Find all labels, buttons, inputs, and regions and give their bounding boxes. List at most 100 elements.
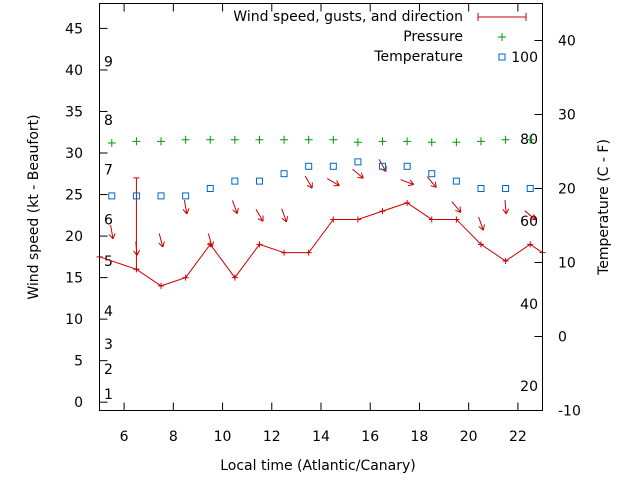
temperature-point bbox=[255, 177, 263, 185]
wind-direction-arrow bbox=[426, 176, 437, 188]
wind-speed-point bbox=[231, 274, 238, 281]
pressure-point bbox=[157, 137, 166, 146]
wind-speed-point bbox=[354, 216, 361, 223]
y-left-tick-label: 0 bbox=[74, 395, 83, 411]
legend: Wind speed, gusts, and direction Pressur… bbox=[233, 9, 527, 65]
temperature-point bbox=[329, 162, 337, 170]
wind-direction-arrow bbox=[108, 224, 116, 240]
x-axis-label: Local time (Atlantic/Canary) bbox=[220, 458, 416, 474]
pressure-point bbox=[501, 135, 510, 144]
fahrenheit-label: 100 bbox=[511, 50, 538, 66]
pressure-point bbox=[304, 135, 313, 144]
wind-direction-arrow bbox=[304, 175, 313, 189]
beaufort-label: 7 bbox=[104, 163, 113, 179]
temperature-point bbox=[526, 185, 534, 192]
wind-direction-arrow bbox=[502, 199, 510, 215]
wind-speed-point bbox=[477, 241, 484, 248]
pressure-point bbox=[206, 135, 215, 144]
wind-speed-point bbox=[182, 274, 189, 281]
wind-speed-point bbox=[281, 249, 288, 256]
pressure-point bbox=[280, 135, 289, 144]
beaufort-label: 2 bbox=[104, 362, 113, 378]
wind-speed-point bbox=[207, 241, 214, 248]
temperature-point bbox=[231, 177, 239, 185]
wind-speed-point bbox=[379, 208, 386, 215]
temperature-point bbox=[428, 170, 436, 178]
legend-key-wind bbox=[477, 13, 527, 21]
wind-speed-point bbox=[453, 216, 460, 223]
pressure-point bbox=[353, 138, 362, 147]
x-tick-label: 8 bbox=[169, 429, 178, 445]
beaufort-label: 3 bbox=[104, 337, 113, 353]
wind-speed-point bbox=[428, 216, 435, 223]
y-right-tick-label: -10 bbox=[558, 404, 581, 420]
wind-direction-arrow bbox=[478, 216, 485, 231]
pressure-point bbox=[132, 137, 141, 146]
wind-direction-arrow bbox=[281, 208, 289, 223]
fahrenheit-label: 60 bbox=[520, 214, 538, 230]
y-left-tick-label: 20 bbox=[65, 229, 83, 245]
y-left-tick-label: 35 bbox=[65, 104, 83, 120]
temperature-point bbox=[477, 185, 485, 192]
pressure-point bbox=[255, 135, 264, 144]
wind-direction-arrow bbox=[255, 208, 264, 222]
beaufort-label: 1 bbox=[104, 387, 113, 403]
wind-speed-point bbox=[404, 199, 411, 206]
wind-speed-point bbox=[305, 249, 312, 256]
wind-direction-arrow bbox=[133, 241, 141, 256]
y-right-tick-label: 40 bbox=[558, 34, 576, 50]
y-right-tick-label: 10 bbox=[558, 256, 576, 272]
wind-direction-arrow bbox=[451, 201, 462, 213]
y-axis-left-label: Wind speed (kt - Beaufort) bbox=[26, 114, 42, 299]
pressure-point bbox=[427, 138, 436, 147]
wind-speed-point bbox=[256, 241, 263, 248]
wind-direction-arrow bbox=[326, 178, 340, 187]
pressure-point bbox=[526, 135, 535, 144]
legend-label-temperature: Temperature bbox=[373, 49, 463, 65]
temperature-point bbox=[108, 192, 116, 200]
wind-direction-arrow bbox=[207, 233, 215, 248]
beaufort-label: 8 bbox=[104, 113, 113, 129]
temperature-point bbox=[182, 192, 190, 200]
x-tick-label: 12 bbox=[263, 429, 281, 445]
x-tick-label: 10 bbox=[214, 429, 232, 445]
pressure-point bbox=[329, 135, 338, 144]
y-right-tick-label: 30 bbox=[558, 108, 576, 124]
beaufort-label: 5 bbox=[104, 254, 113, 270]
y-left-tick-label: 30 bbox=[65, 146, 83, 162]
legend-label-wind: Wind speed, gusts, and direction bbox=[233, 9, 463, 25]
wind-direction-arrow bbox=[352, 168, 364, 179]
y-axis-right-label: Temperature (C - F) bbox=[596, 139, 612, 276]
wind-direction-arrow bbox=[158, 233, 165, 248]
wind-direction-arrow bbox=[524, 210, 537, 221]
wind-direction-arrow bbox=[182, 200, 190, 215]
x-tick-label: 22 bbox=[509, 429, 527, 445]
x-tick-label: 18 bbox=[411, 429, 429, 445]
pressure-point bbox=[378, 137, 387, 146]
temperature-point bbox=[305, 162, 313, 170]
beaufort-label: 9 bbox=[104, 55, 113, 71]
x-tick-label: 20 bbox=[460, 429, 478, 445]
wind-speed-point bbox=[158, 282, 165, 289]
y-left-tick-label: 40 bbox=[65, 63, 83, 79]
wind-speed-point bbox=[330, 216, 337, 223]
beaufort-label: 4 bbox=[104, 304, 113, 320]
y-right-tick-label: 20 bbox=[558, 182, 576, 198]
temperature-point bbox=[132, 192, 140, 200]
beaufort-label: 6 bbox=[104, 212, 113, 228]
x-tick-label: 14 bbox=[312, 429, 330, 445]
temperature-point bbox=[157, 192, 165, 200]
legend-key-pressure bbox=[498, 33, 506, 41]
fahrenheit-label: 40 bbox=[520, 297, 538, 313]
pressure-point bbox=[181, 135, 190, 144]
pressure-point bbox=[476, 137, 485, 146]
legend-key-temperature bbox=[498, 53, 506, 61]
x-tick-label: 6 bbox=[120, 429, 129, 445]
pressure-point bbox=[230, 135, 239, 144]
y-left-tick-label: 15 bbox=[65, 271, 83, 287]
y-left-tick-label: 10 bbox=[65, 312, 83, 328]
y-left-tick-label: 45 bbox=[65, 21, 83, 37]
temperature-point bbox=[354, 158, 362, 166]
